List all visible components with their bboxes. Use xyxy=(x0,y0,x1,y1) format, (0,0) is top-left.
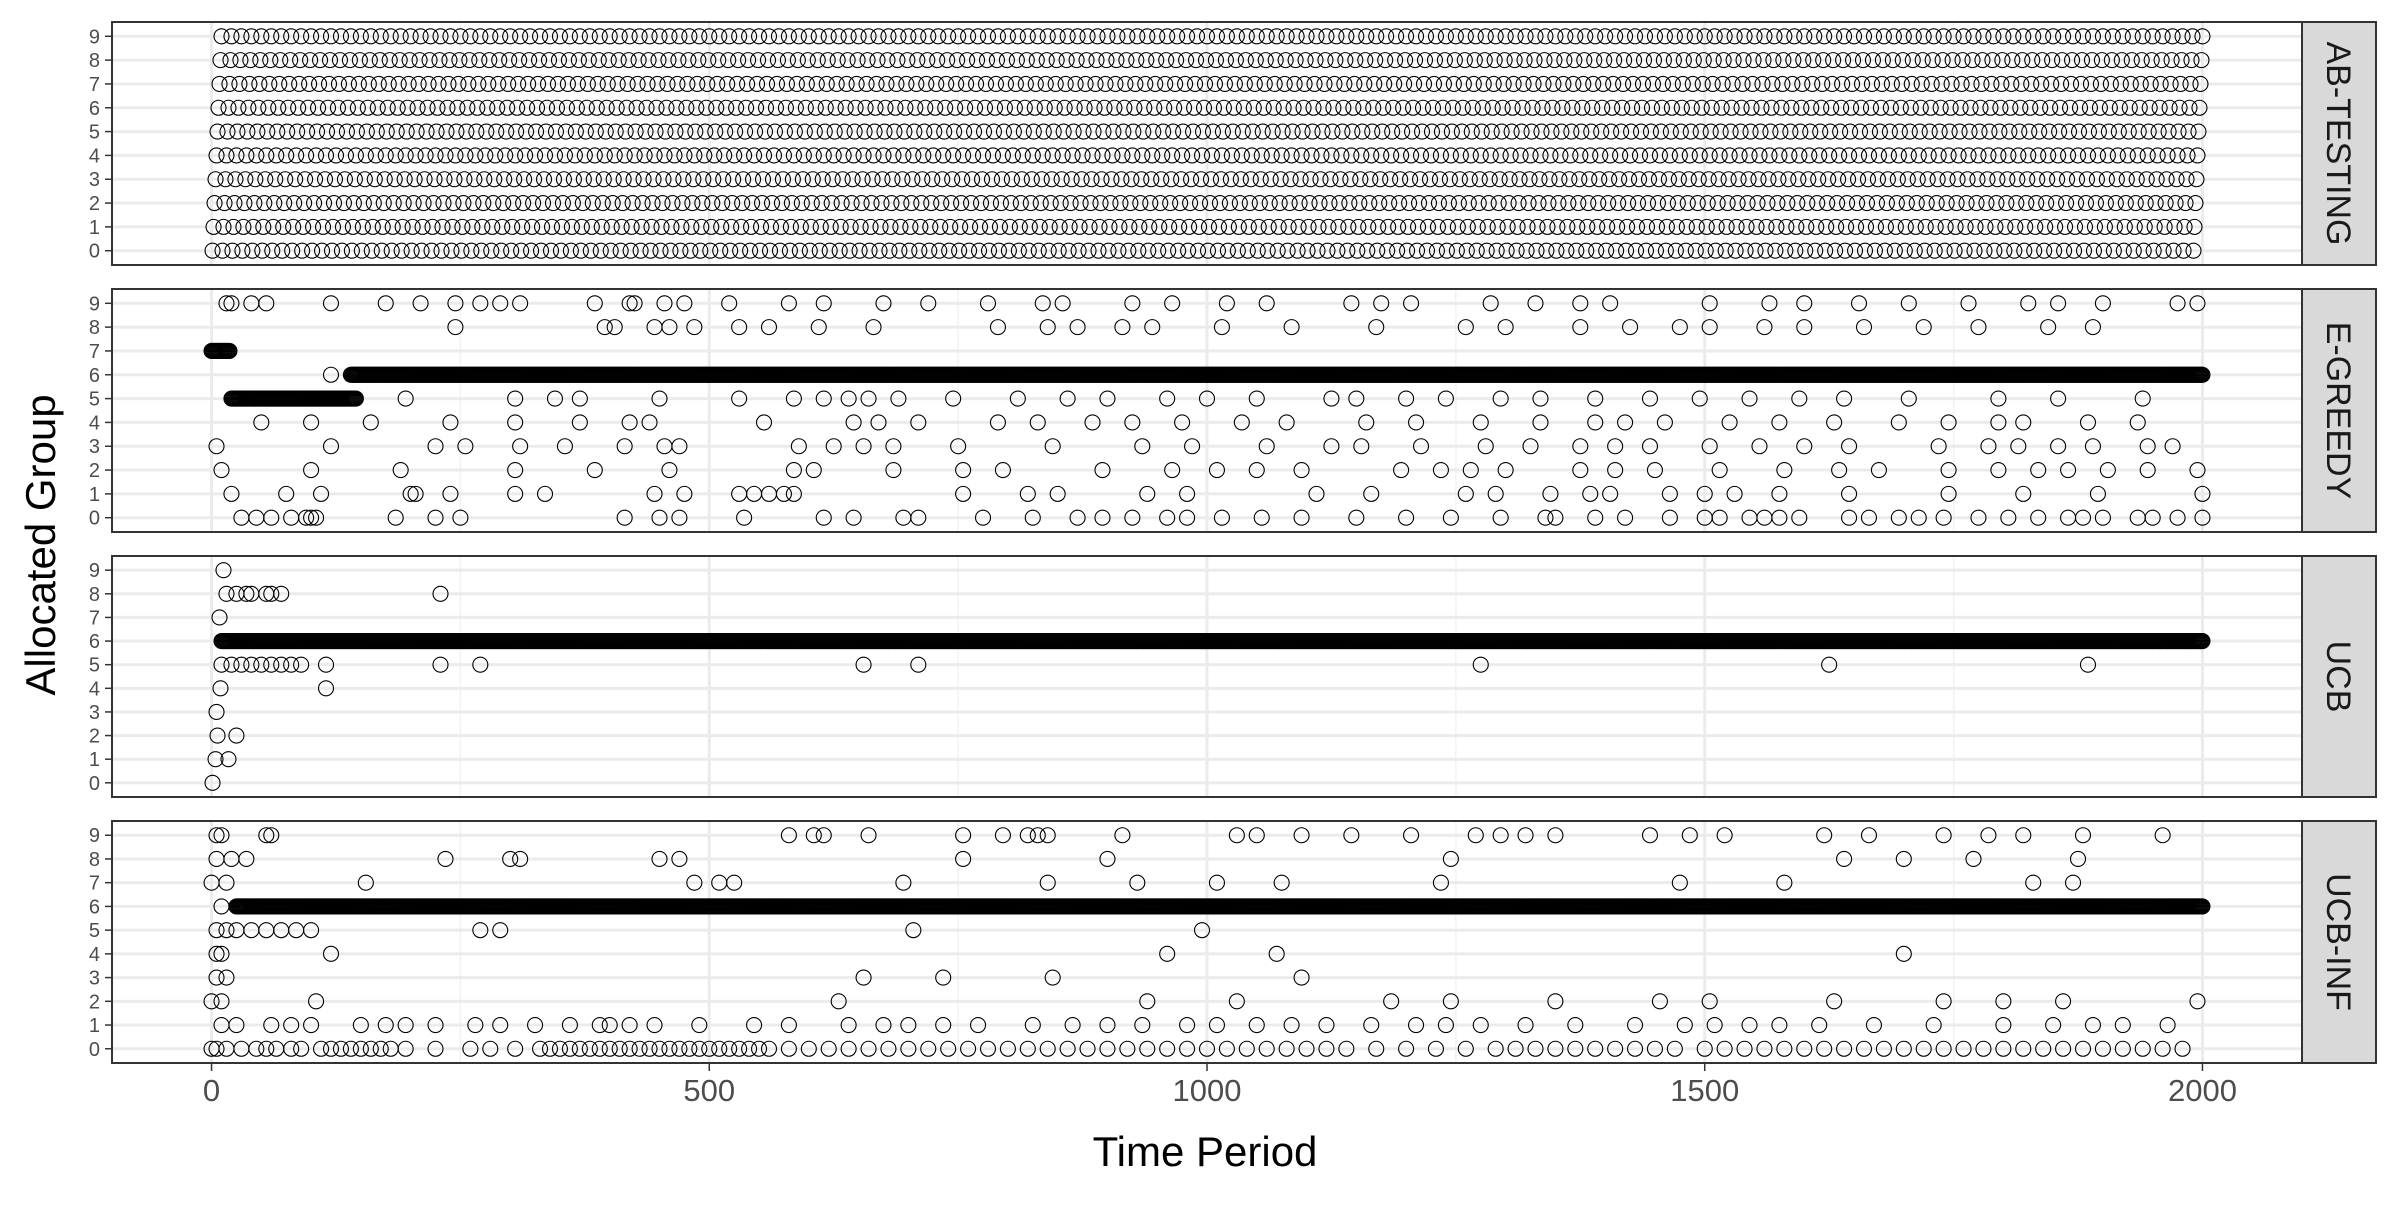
y-tick-label: 2 xyxy=(89,193,100,215)
y-tick-label: 2 xyxy=(89,726,100,748)
y-tick-label: 0 xyxy=(89,508,100,530)
y-tick-label: 6 xyxy=(89,365,100,387)
y-tick-label: 4 xyxy=(89,678,100,700)
y-tick-label: 2 xyxy=(89,460,100,482)
y-tick-label: 6 xyxy=(89,631,100,653)
y-tick-label: 5 xyxy=(89,122,100,144)
facet-strip-label: E-GREEDY xyxy=(2319,322,2357,500)
y-tick-label: 9 xyxy=(89,26,100,48)
y-tick-label: 3 xyxy=(89,702,100,724)
y-tick-label: 0 xyxy=(89,241,100,263)
y-tick-label: 9 xyxy=(89,293,100,315)
y-tick-label: 8 xyxy=(89,584,100,606)
y-tick-label: 4 xyxy=(89,145,100,167)
y-tick-label: 9 xyxy=(89,560,100,582)
y-tick-label: 1 xyxy=(89,749,100,771)
y-tick-label: 3 xyxy=(89,169,100,191)
y-tick-label: 8 xyxy=(89,317,100,339)
y-tick-label: 6 xyxy=(89,98,100,120)
y-tick-label: 5 xyxy=(89,389,100,411)
y-tick-label: 8 xyxy=(89,50,100,72)
y-tick-label: 3 xyxy=(89,436,100,458)
y-tick-label: 7 xyxy=(89,74,100,96)
facet-strip-label: AB-TESTING xyxy=(2319,41,2357,245)
y-tick-label: 4 xyxy=(89,412,100,434)
y-tick-label: 5 xyxy=(89,655,100,677)
facet-panels: 0123456789AB-TESTING0123456789E-GREEDY01… xyxy=(89,22,2376,1063)
y-tick-label: 7 xyxy=(89,341,100,363)
y-tick-label: 7 xyxy=(89,607,100,629)
y-tick-label: 1 xyxy=(89,217,100,239)
y-tick-label: 1 xyxy=(89,484,100,506)
y-tick-label: 0 xyxy=(89,773,100,795)
